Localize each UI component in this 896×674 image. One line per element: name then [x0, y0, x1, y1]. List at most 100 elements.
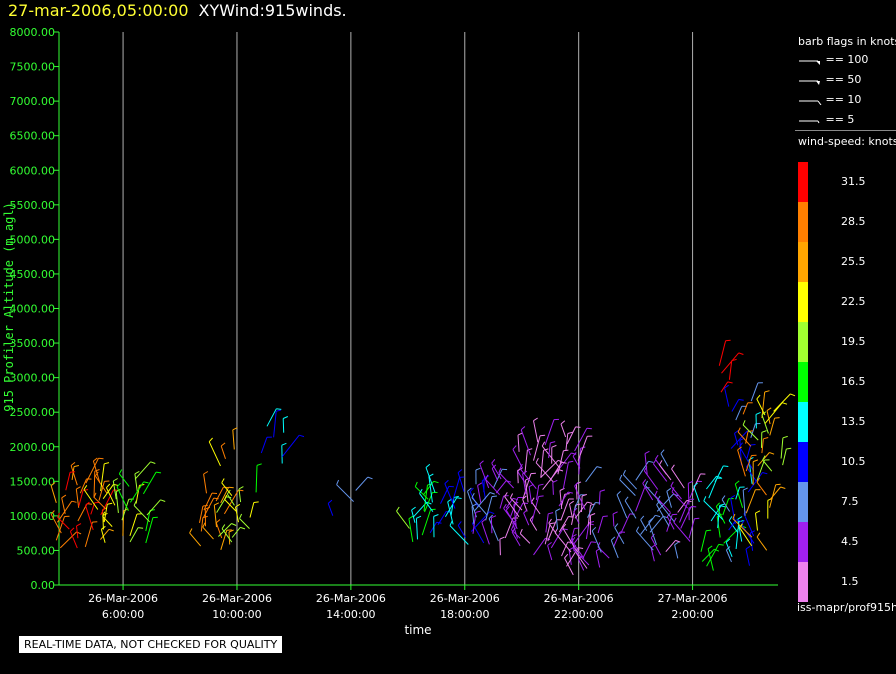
wind-barb-flag — [675, 539, 681, 543]
y-tick-label: 2000.00 — [10, 441, 56, 454]
wind-barb-flag — [573, 544, 577, 550]
quality-disclaimer: REAL-TIME DATA, NOT CHECKED FOR QUALITY — [19, 636, 283, 653]
wind-barb-flag — [221, 524, 226, 529]
wind-barb — [232, 429, 235, 450]
wind-barb — [755, 513, 758, 531]
wind-barb — [642, 483, 654, 501]
wind-barb — [578, 448, 581, 475]
wind-barb — [671, 491, 688, 509]
wind-barb-flag — [688, 480, 694, 484]
wind-barb — [756, 459, 765, 481]
wind-barb — [520, 429, 531, 456]
wind-barb-flag — [619, 474, 623, 480]
wind-barb — [660, 453, 669, 467]
wind-barb-flag — [573, 507, 578, 513]
wind-barb-flag — [107, 502, 113, 505]
wind-barb-flag — [640, 515, 645, 521]
wind-barb-flag — [510, 525, 514, 530]
wind-barb — [734, 483, 744, 508]
wind-barb — [782, 448, 787, 466]
wind-barb-flag — [231, 523, 237, 526]
wind-barb-flag — [738, 520, 744, 523]
wind-barb — [557, 450, 564, 475]
wind-barb — [745, 548, 750, 566]
wind-barb — [558, 516, 569, 533]
wind-barb — [730, 430, 748, 449]
wind-barb-flag — [774, 417, 780, 419]
y-tick-label: 5000.00 — [10, 233, 56, 246]
y-tick-label: 3500.00 — [10, 337, 56, 350]
wind-barb-flag — [519, 528, 523, 534]
wind-barb — [644, 453, 648, 475]
wind-barb — [504, 517, 514, 539]
wind-barb-flag — [572, 452, 577, 457]
wind-barb-flag — [160, 499, 166, 502]
wind-barb — [531, 501, 541, 515]
wind-barb-flag — [520, 426, 526, 431]
wind-barb — [100, 529, 106, 543]
wind-barb-flag — [283, 416, 288, 419]
wind-barb — [481, 522, 490, 545]
x-tick-label: 6:00:00 — [102, 608, 144, 621]
legend-panel: barb flags in knots == 100 == 50 == 10 =… — [795, 30, 896, 630]
wind-barb-flag — [489, 511, 495, 515]
wind-barb — [578, 559, 585, 571]
wind-barb-flag — [581, 493, 587, 497]
wind-barb — [650, 547, 655, 562]
wind-barb — [568, 549, 572, 565]
wind-barb — [691, 473, 701, 493]
wind-barb — [548, 522, 557, 534]
wind-barb — [648, 521, 657, 545]
wind-barb-flag — [213, 497, 219, 500]
wind-barb-flag — [221, 478, 225, 484]
colorbar-label: 19.5 — [841, 335, 866, 348]
wind-barb-flag — [456, 497, 462, 499]
wind-barb-flag — [433, 514, 439, 517]
wind-barb-flag — [541, 441, 546, 447]
wind-barb-flag — [214, 502, 220, 506]
wind-barb-flag — [76, 523, 82, 527]
wind-barb-flag — [728, 516, 733, 521]
wind-barb — [671, 468, 685, 489]
wind-barb — [581, 495, 583, 513]
barb-flag-icon — [799, 80, 820, 85]
wind-barb-flag — [548, 512, 554, 515]
wind-barb-flag — [428, 473, 434, 477]
wind-barb-flag — [721, 495, 726, 500]
wind-barb — [620, 513, 631, 535]
wind-barb-flag — [93, 457, 98, 462]
wind-barb-flag — [189, 528, 193, 534]
y-tick-label: 6000.00 — [10, 164, 56, 177]
wind-barb — [129, 527, 139, 543]
wind-barb-flag — [655, 514, 661, 518]
wind-barb-flag — [734, 480, 740, 485]
wind-barb — [425, 467, 436, 493]
wind-barb — [737, 431, 752, 447]
barb-flags-title: barb flags in knots — [798, 35, 896, 48]
wind-barb — [50, 514, 62, 534]
wind-barb — [115, 491, 119, 513]
wind-barb-flag — [276, 409, 282, 412]
wind-barb-flag — [215, 519, 221, 524]
wind-barb-flag — [568, 547, 574, 551]
wind-barb-flag — [367, 476, 373, 480]
wind-barb-flag — [769, 452, 775, 455]
wind-barb-flag — [591, 526, 597, 532]
wind-barb — [679, 499, 690, 523]
flag-legend-row: == 5 — [798, 113, 854, 126]
wind-barb-flag — [657, 495, 661, 501]
wind-barb — [513, 504, 517, 529]
wind-barb-flag — [644, 480, 649, 486]
wind-barb — [573, 548, 590, 566]
wind-barb — [643, 470, 659, 490]
wind-barb — [747, 472, 763, 493]
wind-barb — [70, 465, 78, 486]
wind-barb-flag — [694, 517, 700, 520]
wind-barb — [85, 505, 94, 531]
wind-barb-flag — [156, 471, 162, 474]
y-tick-label: 6500.00 — [10, 130, 56, 143]
wind-barb-flag — [108, 528, 114, 532]
wind-barb-flag — [498, 467, 502, 473]
wind-barb-flag — [93, 492, 97, 498]
wind-barb — [203, 473, 207, 494]
